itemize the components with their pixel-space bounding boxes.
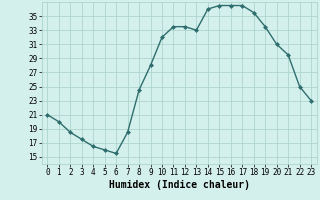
X-axis label: Humidex (Indice chaleur): Humidex (Indice chaleur) <box>109 180 250 190</box>
